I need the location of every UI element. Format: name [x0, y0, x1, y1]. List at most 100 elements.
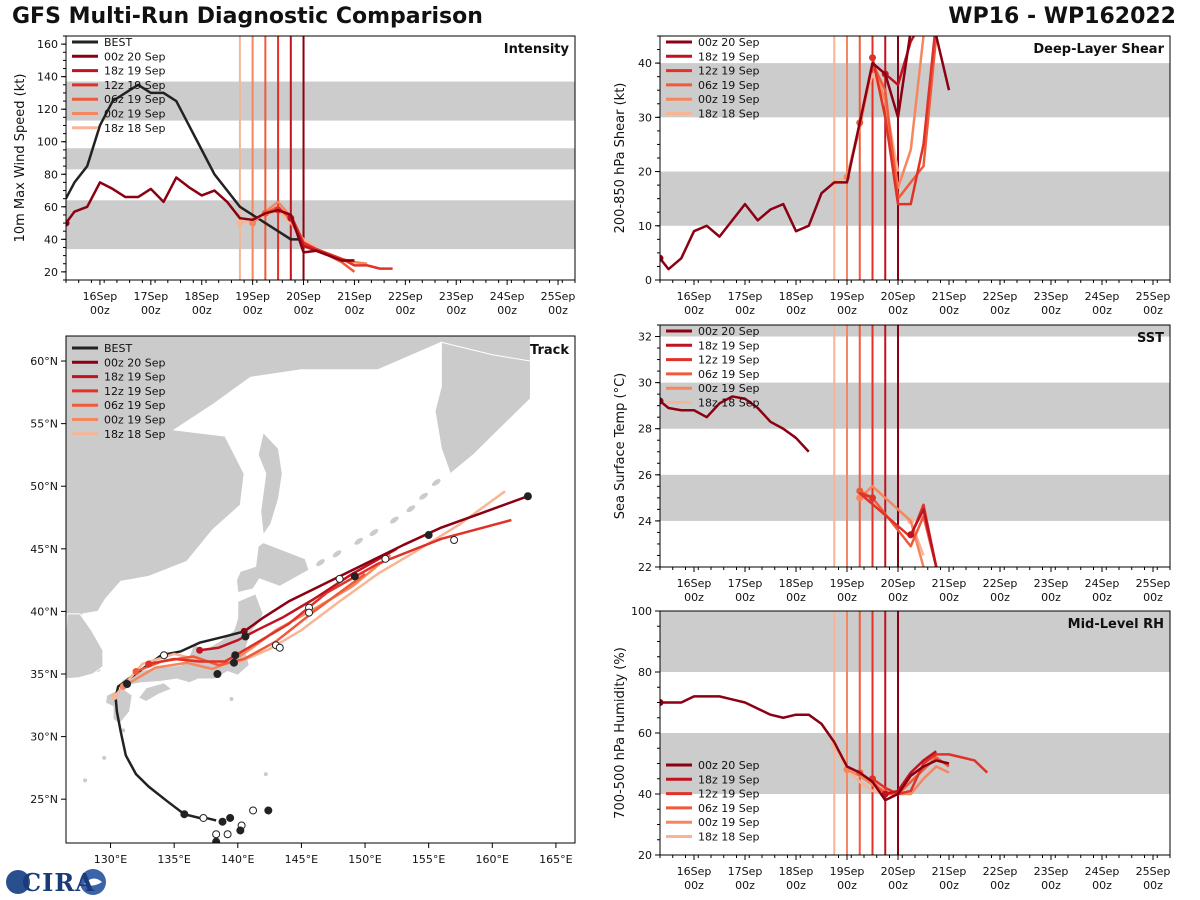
- y-tick-label: 0: [645, 274, 652, 287]
- y-axis-label: 200-850 hPa Shear (kt): [613, 83, 628, 234]
- track-position-dot: [236, 826, 245, 835]
- x-tick-label: 20Sep: [881, 865, 916, 878]
- y-tick-label: 80: [638, 666, 652, 679]
- panel-title: Deep-Layer Shear: [1033, 42, 1164, 57]
- intensity-band: [66, 81, 575, 121]
- lon-tick-label: 155°E: [412, 853, 445, 866]
- honshu: [121, 593, 264, 688]
- x-tick-label: 00z: [141, 304, 161, 317]
- y-tick-label: 80: [44, 168, 58, 181]
- legend-label: 06z 19 Sep: [104, 93, 166, 106]
- lon-tick-label: 145°E: [285, 853, 318, 866]
- x-tick-label: 17Sep: [728, 865, 763, 878]
- track-position-dot: [226, 813, 235, 822]
- x-tick-label: 00z: [243, 304, 263, 317]
- x-tick-label: 00z: [888, 879, 908, 892]
- x-tick-label: 00z: [939, 879, 959, 892]
- init-marker: [66, 219, 70, 227]
- y-tick-label: 20: [44, 266, 58, 279]
- x-tick-label: 00z: [1092, 304, 1112, 317]
- intensity-band: [660, 474, 1170, 521]
- legend-label: 00z 19 Sep: [104, 414, 166, 427]
- x-tick-label: 22Sep: [983, 577, 1018, 590]
- x-tick-label: 25Sep: [1136, 290, 1171, 303]
- track-position-dot: [335, 574, 344, 583]
- track-position-dot: [218, 817, 227, 826]
- x-tick-label: 19Sep: [830, 865, 865, 878]
- x-tick-label: 18Sep: [779, 290, 814, 303]
- track-position-dot: [305, 608, 314, 617]
- small-island: [102, 755, 107, 760]
- y-tick-label: 22: [638, 561, 652, 574]
- x-tick-label: 24Sep: [1085, 865, 1120, 878]
- kuril-island: [354, 537, 363, 545]
- series-line: [277, 208, 393, 270]
- storm-id-title: WP16 - WP162022: [948, 4, 1176, 29]
- legend-label: 18z 18 Sep: [698, 108, 760, 121]
- kuril-island: [369, 529, 379, 537]
- legend-label: 12z 19 Sep: [698, 354, 760, 367]
- x-tick-label: 23Sep: [439, 290, 474, 303]
- x-tick-label: 16Sep: [83, 290, 118, 303]
- kuril-island: [389, 516, 399, 524]
- sst-panel: 22242628303216Sep00z17Sep00z18Sep00z19Se…: [613, 324, 1171, 604]
- x-tick-label: 00z: [939, 591, 959, 604]
- hokkaido: [236, 541, 310, 594]
- legend-label: 00z 20 Sep: [698, 36, 760, 49]
- x-tick-label: 24Sep: [490, 290, 525, 303]
- track-position-dot: [199, 813, 208, 822]
- x-tick-label: 23Sep: [1034, 865, 1069, 878]
- y-tick-label: 30: [638, 377, 652, 390]
- track-position-dot: [523, 492, 532, 501]
- lon-tick-label: 140°E: [221, 853, 254, 866]
- legend-label: 18z 18 Sep: [698, 831, 760, 844]
- y-tick-label: 40: [44, 233, 58, 246]
- track-position-dot: [123, 680, 132, 689]
- x-tick-label: 19Sep: [235, 290, 270, 303]
- track-position-dot: [264, 806, 273, 815]
- lat-tick-label: 25°N: [30, 793, 58, 806]
- track-position-dot: [212, 830, 221, 839]
- intensity-band: [660, 325, 1170, 337]
- x-tick-label: 23Sep: [1034, 577, 1069, 590]
- y-axis-label: 10m Max Wind Speed (kt): [13, 74, 28, 243]
- x-tick-label: 00z: [1041, 591, 1061, 604]
- series-line: [858, 485, 925, 567]
- track-position-dot: [180, 810, 189, 819]
- legend-label: 18z 19 Sep: [104, 65, 166, 78]
- x-tick-label: 00z: [735, 591, 755, 604]
- x-tick-label: 00z: [1143, 591, 1163, 604]
- panel-title: Mid-Level RH: [1068, 617, 1164, 632]
- series-line: [660, 695, 950, 802]
- deep-layer-shear-panel: 01020304016Sep00z17Sep00z18Sep00z19Sep00…: [613, 35, 1171, 317]
- mid-level-rh-panel: 2040608010016Sep00z17Sep00z18Sep00z19Sep…: [613, 605, 1171, 892]
- track-init-marker: [196, 646, 204, 654]
- legend-label: 06z 19 Sep: [698, 79, 760, 92]
- lon-tick-label: 135°E: [157, 853, 190, 866]
- x-tick-label: 00z: [888, 591, 908, 604]
- x-tick-label: 00z: [684, 591, 704, 604]
- legend-label: 06z 19 Sep: [698, 802, 760, 815]
- track-map-panel: 130°E 135°E 140°E 145°E 150°E 155°E 160°E 165°E…: [30, 335, 576, 866]
- intensity-band: [66, 200, 575, 250]
- kuril-island: [406, 505, 416, 513]
- plot-area: [660, 325, 1170, 567]
- panel-title: Track: [530, 343, 569, 358]
- x-tick-label: 23Sep: [1034, 290, 1069, 303]
- x-tick-label: 00z: [786, 591, 806, 604]
- init-marker: [907, 531, 915, 539]
- legend-label: 00z 19 Sep: [104, 108, 166, 121]
- y-tick-label: 120: [37, 103, 58, 116]
- x-tick-label: 16Sep: [677, 865, 712, 878]
- y-tick-label: 40: [638, 788, 652, 801]
- panel-title: SST: [1137, 331, 1164, 346]
- x-tick-label: 18Sep: [779, 865, 814, 878]
- x-tick-label: 16Sep: [677, 577, 712, 590]
- x-tick-label: 18Sep: [184, 290, 219, 303]
- x-tick-label: 00z: [837, 591, 857, 604]
- x-tick-label: 25Sep: [541, 290, 576, 303]
- track-position-dot: [275, 643, 284, 652]
